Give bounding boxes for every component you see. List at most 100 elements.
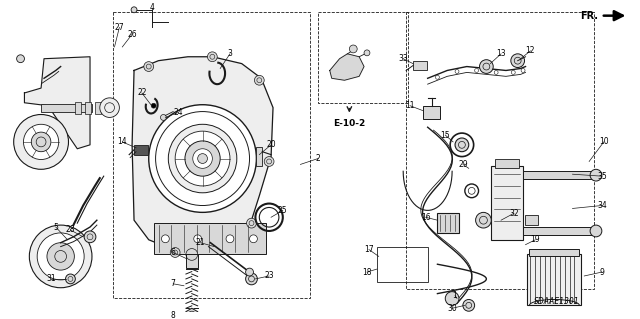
Text: 25: 25 — [278, 206, 287, 215]
Circle shape — [65, 274, 76, 284]
Polygon shape — [330, 54, 364, 80]
Text: 29: 29 — [458, 160, 468, 169]
Circle shape — [207, 52, 217, 62]
Circle shape — [131, 7, 137, 13]
Text: 17: 17 — [364, 245, 374, 254]
Bar — [529, 249, 579, 256]
Circle shape — [151, 103, 156, 108]
Text: 4: 4 — [149, 3, 154, 12]
Text: 30: 30 — [447, 304, 457, 313]
Circle shape — [435, 75, 440, 79]
Text: 11: 11 — [405, 101, 415, 110]
Text: 8: 8 — [171, 311, 175, 319]
Circle shape — [445, 292, 459, 305]
Circle shape — [250, 235, 257, 243]
Circle shape — [144, 62, 154, 71]
Circle shape — [175, 131, 230, 186]
Circle shape — [198, 154, 207, 163]
Polygon shape — [24, 57, 90, 149]
Circle shape — [13, 115, 68, 169]
Circle shape — [226, 235, 234, 243]
Circle shape — [47, 243, 74, 270]
Circle shape — [170, 248, 180, 257]
Text: 2: 2 — [316, 154, 321, 163]
Circle shape — [476, 212, 492, 228]
Bar — [423, 106, 440, 119]
Text: 31: 31 — [46, 274, 56, 283]
Bar — [492, 167, 523, 240]
Circle shape — [455, 138, 468, 152]
Text: 6: 6 — [171, 248, 175, 257]
Circle shape — [246, 273, 257, 285]
Bar — [525, 215, 538, 225]
Bar — [257, 147, 262, 167]
Text: E-10-2: E-10-2 — [333, 119, 365, 128]
Text: SDAAE1301: SDAAE1301 — [534, 297, 580, 306]
Text: 10: 10 — [599, 137, 609, 146]
Circle shape — [511, 70, 515, 74]
Polygon shape — [132, 57, 273, 255]
Text: 13: 13 — [496, 49, 506, 58]
Circle shape — [364, 50, 370, 56]
Text: 7: 7 — [171, 279, 175, 288]
Text: 15: 15 — [440, 130, 450, 139]
Bar — [527, 255, 581, 305]
Text: 33: 33 — [398, 54, 408, 63]
Text: 22: 22 — [137, 88, 147, 98]
Text: 14: 14 — [118, 137, 127, 146]
Text: 21: 21 — [196, 238, 205, 247]
Circle shape — [494, 70, 498, 74]
Circle shape — [479, 60, 493, 73]
Text: 27: 27 — [115, 23, 124, 32]
Bar — [186, 255, 198, 268]
Bar — [154, 223, 266, 255]
Circle shape — [246, 268, 253, 276]
Circle shape — [161, 235, 170, 243]
Bar — [523, 227, 596, 235]
Text: 26: 26 — [127, 30, 137, 39]
Bar — [495, 159, 518, 168]
Text: 34: 34 — [597, 201, 607, 210]
Circle shape — [511, 54, 525, 68]
Text: 35: 35 — [597, 172, 607, 181]
Text: 19: 19 — [531, 235, 540, 244]
Text: 20: 20 — [266, 140, 276, 149]
Circle shape — [193, 149, 212, 168]
Circle shape — [349, 45, 357, 53]
Bar — [134, 145, 148, 155]
Circle shape — [450, 133, 474, 157]
Text: 9: 9 — [600, 268, 604, 277]
Circle shape — [31, 132, 51, 152]
Circle shape — [463, 300, 475, 311]
Text: 1: 1 — [452, 291, 458, 300]
Circle shape — [148, 105, 257, 212]
Circle shape — [185, 141, 220, 176]
Circle shape — [455, 70, 459, 73]
Text: 24: 24 — [173, 108, 183, 117]
Circle shape — [590, 225, 602, 237]
Text: 5: 5 — [53, 223, 58, 232]
Circle shape — [475, 69, 479, 72]
Bar — [413, 61, 427, 70]
Text: 23: 23 — [264, 271, 274, 280]
Circle shape — [521, 69, 525, 72]
Polygon shape — [186, 308, 198, 319]
Circle shape — [590, 169, 602, 181]
Bar — [76, 102, 81, 114]
Text: 18: 18 — [362, 268, 372, 277]
Text: 12: 12 — [525, 46, 535, 56]
Circle shape — [255, 75, 264, 85]
Circle shape — [17, 55, 24, 63]
Text: 3: 3 — [228, 49, 232, 58]
Bar — [95, 102, 100, 114]
Circle shape — [29, 225, 92, 288]
Text: FR.: FR. — [580, 11, 598, 21]
Circle shape — [161, 115, 166, 120]
Text: 16: 16 — [421, 213, 431, 222]
Text: 32: 32 — [509, 209, 518, 218]
Bar — [437, 213, 459, 233]
Circle shape — [37, 233, 84, 280]
Circle shape — [246, 218, 257, 228]
Circle shape — [84, 231, 96, 243]
Circle shape — [194, 235, 202, 243]
